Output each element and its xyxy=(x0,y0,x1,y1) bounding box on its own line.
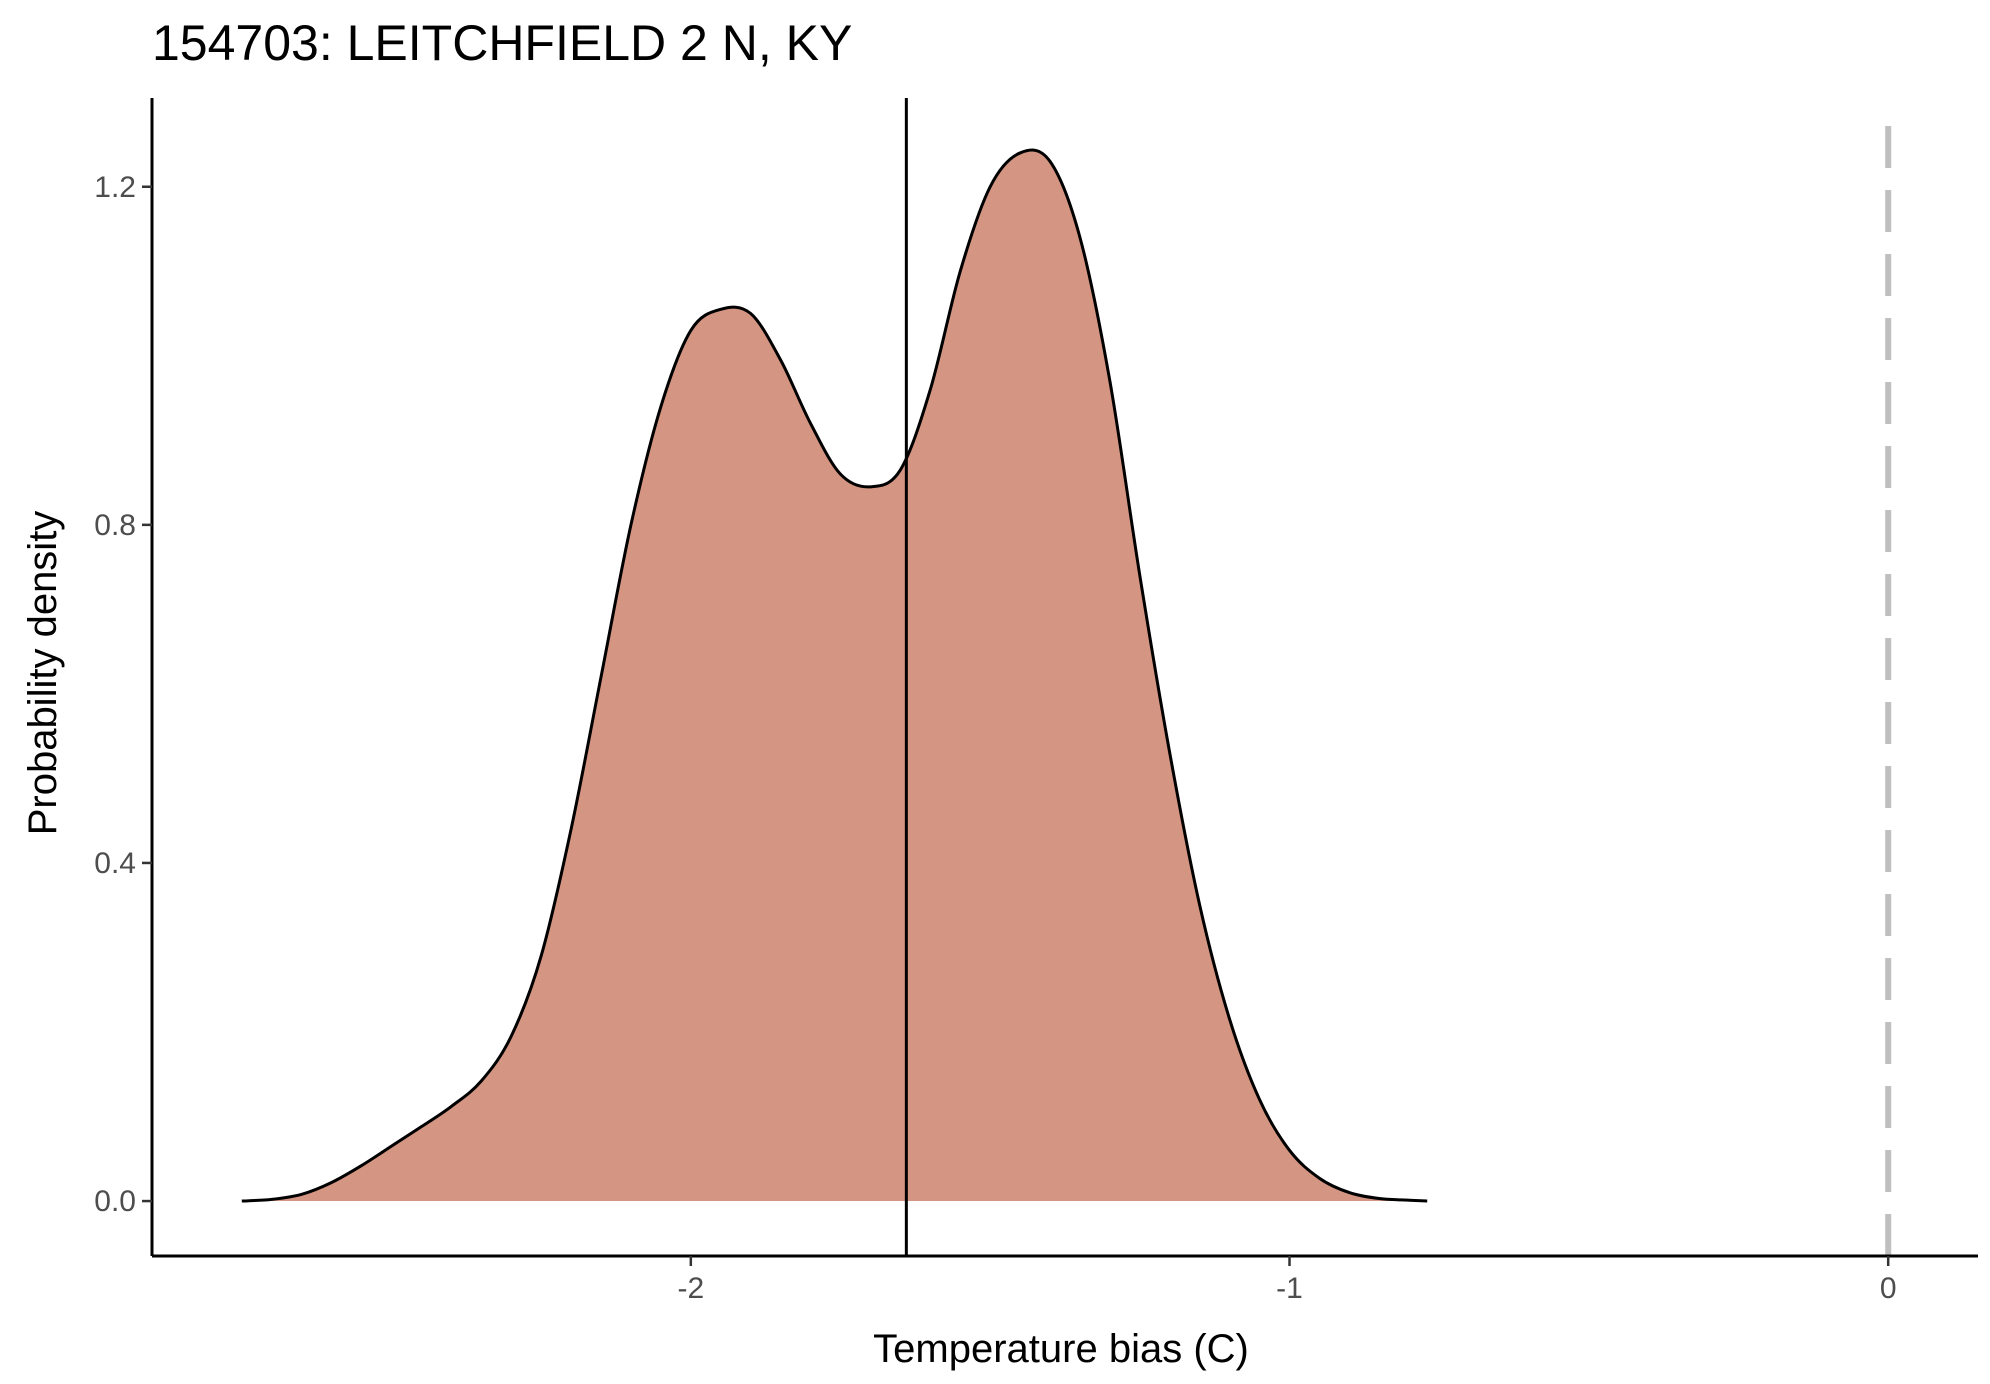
y-tick-label: 0.0 xyxy=(94,1185,136,1218)
x-tick-label: 0 xyxy=(1880,1272,1897,1305)
density-fill-area xyxy=(241,150,1428,1202)
y-axis-title: Probability density xyxy=(21,511,65,836)
y-tick-label: 1.2 xyxy=(94,171,136,204)
density-curve xyxy=(241,148,1428,1203)
y-tick-label: 0.8 xyxy=(94,509,136,542)
x-tick-label: -1 xyxy=(1276,1272,1303,1305)
x-tick-label: -2 xyxy=(677,1272,704,1305)
x-axis-title: Temperature bias (C) xyxy=(873,1327,1249,1371)
chart-title: 154703: LEITCHFIELD 2 N, KY xyxy=(152,15,853,71)
y-tick-label: 0.4 xyxy=(94,847,136,880)
